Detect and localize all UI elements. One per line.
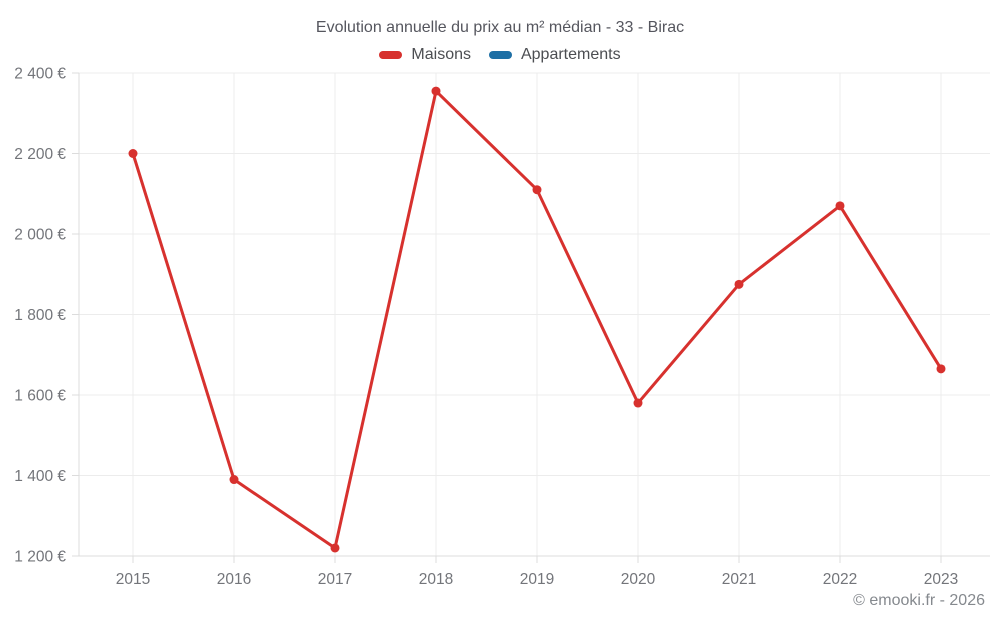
y-tick-label: 2 400 €	[14, 66, 66, 83]
x-tick-label: 2021	[722, 571, 756, 588]
maisons-swatch-icon	[379, 51, 403, 59]
data-point-2021[interactable]	[734, 279, 744, 289]
x-tick-label: 2018	[419, 571, 453, 588]
chart-legend: Maisons Appartements	[0, 46, 1000, 64]
footer-credit: © emooki.fr - 2026	[853, 592, 985, 609]
y-tick-label: 1 400 €	[14, 468, 66, 485]
data-point-2022[interactable]	[835, 201, 845, 211]
legend-item-appartements[interactable]: Appartements	[488, 46, 621, 64]
appartements-swatch-icon	[488, 51, 512, 59]
x-tick-label: 2016	[217, 571, 251, 588]
x-tick-label: 2023	[924, 571, 958, 588]
x-tick-label: 2015	[116, 571, 150, 588]
legend-item-maisons[interactable]: Maisons	[379, 46, 471, 64]
data-point-2020[interactable]	[633, 398, 643, 408]
data-point-2018[interactable]	[431, 86, 441, 96]
x-tick-label: 2017	[318, 571, 352, 588]
x-tick-label: 2022	[823, 571, 857, 588]
x-tick-label: 2020	[621, 571, 656, 588]
data-point-2019[interactable]	[532, 185, 542, 195]
x-tick-label: 2019	[520, 571, 554, 588]
data-point-2015[interactable]	[128, 149, 138, 158]
chart-title: Evolution annuelle du prix au m² médian …	[315, 19, 685, 36]
y-tick-label: 2 200 €	[14, 146, 66, 163]
y-tick-label: 1 800 €	[14, 307, 66, 324]
data-point-2016[interactable]	[229, 475, 239, 485]
data-point-2017[interactable]	[330, 543, 340, 553]
data-point-2023[interactable]	[936, 364, 946, 374]
legend-label-appartements: Appartements	[520, 46, 621, 63]
y-tick-label: 1 600 €	[14, 388, 66, 405]
y-tick-label: 1 200 €	[14, 549, 66, 566]
y-tick-label: 2 000 €	[14, 227, 66, 244]
legend-label-maisons: Maisons	[411, 46, 471, 63]
